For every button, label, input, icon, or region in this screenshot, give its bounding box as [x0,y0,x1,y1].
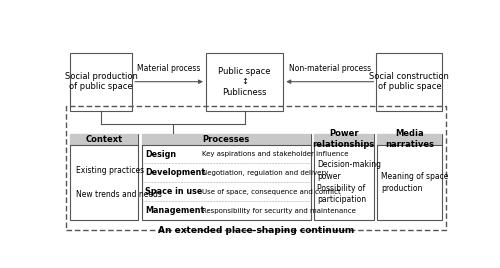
Text: Material process: Material process [138,64,201,73]
Bar [377,134,442,220]
Text: Social construction
of public space: Social construction of public space [370,72,449,91]
Text: Processes: Processes [202,135,250,144]
Bar [66,106,446,230]
Text: Media
narratives: Media narratives [385,129,434,150]
Text: Context: Context [86,135,123,144]
Bar [206,53,284,111]
Bar [70,53,132,111]
Text: Decision-making
power
Possibility of
participation: Decision-making power Possibility of par… [318,160,382,204]
Text: Meaning of space
production: Meaning of space production [381,172,448,193]
Text: Power
relationships: Power relationships [312,129,375,150]
Text: Key aspirations and stakeholder influence: Key aspirations and stakeholder influenc… [202,151,348,157]
Text: Social production
of public space: Social production of public space [65,72,138,91]
Text: Negotiation, regulation and delivery: Negotiation, regulation and delivery [202,170,328,176]
Text: Development: Development [145,168,205,177]
Text: An extended place-shaping continuum: An extended place-shaping continuum [158,226,354,235]
Text: Use of space, consequence and conflict: Use of space, consequence and conflict [202,189,341,195]
Bar [70,134,138,220]
Text: Existing practices

New trends and needs: Existing practices New trends and needs [76,166,162,199]
Text: Non-material process: Non-material process [289,64,371,73]
Text: Space in use: Space in use [145,187,203,196]
Bar [314,134,374,220]
Text: Design: Design [145,150,176,158]
Bar [377,134,442,144]
Bar [376,53,442,111]
Bar [70,134,138,144]
Bar [142,134,310,144]
Text: Responsibility for security and maintenance: Responsibility for security and maintena… [202,207,356,214]
Bar [314,134,374,144]
Text: Management: Management [145,206,204,215]
Text: Public space
↕
Publicness: Public space ↕ Publicness [218,67,271,96]
Bar [142,134,310,220]
